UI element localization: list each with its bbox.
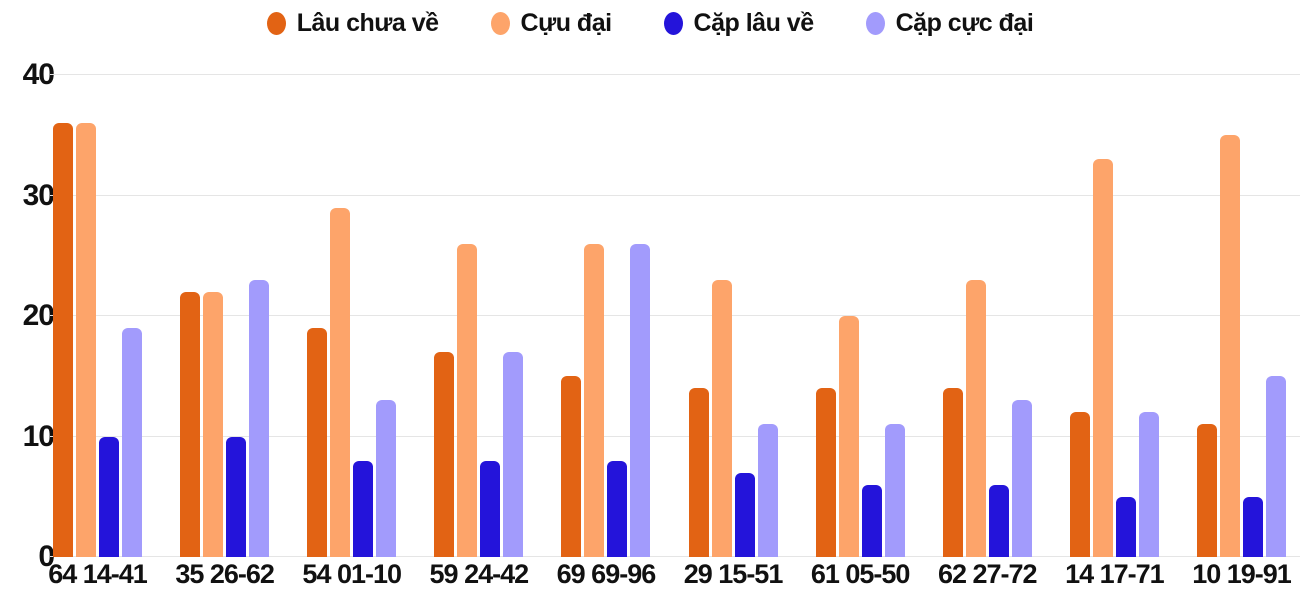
x-tick-label: 64 14-41 [48, 559, 148, 589]
legend-item-1[interactable]: Lâu chưa về [266, 8, 439, 38]
bar-group-54-01-10 [307, 75, 397, 557]
bar-cựu-đại [203, 291, 224, 557]
bar-cựu-đại [76, 123, 96, 557]
bar-group-35-26-62 [180, 75, 270, 557]
bar-cặp-lâu-về [607, 460, 628, 557]
x-tick-label: 10 19-91 [1192, 559, 1292, 589]
bar-lâu-chưa-về [942, 388, 963, 557]
bar-lâu-chưa-về [434, 352, 455, 557]
bar-cặp-lâu-về [480, 460, 501, 557]
gridline-10 [50, 435, 1300, 437]
bar-lâu-chưa-về [180, 291, 201, 557]
bar-lâu-chưa-về [53, 123, 73, 557]
bar-lâu-chưa-về [307, 328, 328, 557]
bar-cặp-cực-đại [630, 243, 651, 557]
bar-group-69-69-96 [561, 75, 651, 557]
bar-cựu-đại [711, 279, 732, 557]
x-tick-label: 54 01-10 [302, 559, 402, 589]
bar-lâu-chưa-về [688, 388, 709, 557]
legend-item-3[interactable]: Cặp lâu về [663, 8, 815, 38]
bar-cặp-cực-đại [503, 352, 524, 557]
x-tick-label: 35 26-62 [175, 559, 275, 589]
bar-group-10-19-91 [1196, 75, 1286, 557]
bar-groups [50, 75, 1300, 557]
bar-cặp-cực-đại [757, 424, 778, 557]
bar-cựu-đại [330, 207, 351, 557]
bar-lâu-chưa-về [561, 376, 582, 557]
bar-lâu-chưa-về [1069, 412, 1090, 557]
bar-group-61-05-50 [815, 75, 905, 557]
bar-cặp-cực-đại [249, 279, 270, 557]
plot-area [50, 74, 1300, 557]
chart-legend: Lâu chưa về Cựu đại Cặp lâu về Cặp cực đại [0, 6, 1300, 40]
legend-item-4[interactable]: Cặp cực đại [865, 8, 1034, 38]
bar-cựu-đại [1092, 159, 1113, 557]
x-tick-label: 61 05-50 [810, 559, 911, 589]
legend-dot-icon [865, 11, 885, 35]
legend-dot-icon [663, 11, 683, 35]
x-tick-label: 62 27-72 [937, 559, 1038, 589]
gridline-0 [50, 556, 1300, 557]
bar-cặp-cực-đại [1011, 400, 1032, 557]
y-axis-labels: 0 10 20 30 40 [0, 60, 58, 572]
bar-cựu-đại [457, 243, 478, 557]
x-tick-label: 59 24-42 [429, 559, 530, 589]
bar-cựu-đại [584, 243, 605, 557]
bar-cặp-cực-đại [1265, 376, 1286, 557]
bar-cặp-lâu-về [861, 484, 882, 557]
legend-label: Cặp lâu về [693, 8, 815, 37]
bar-cặp-lâu-về [1242, 496, 1263, 557]
x-tick-label: 69 69-96 [556, 559, 657, 589]
legend-item-2[interactable]: Cựu đại [490, 8, 613, 38]
bar-cựu-đại [965, 279, 986, 557]
y-tick-label-20: 20 [22, 299, 55, 332]
y-tick-label-0: 0 [38, 540, 55, 573]
legend-label: Cựu đại [520, 8, 613, 37]
legend-dot-icon [266, 11, 286, 35]
y-tick-label-30: 30 [22, 178, 55, 212]
x-tick-label: 29 15-51 [683, 559, 784, 589]
bar-group-29-15-51 [688, 75, 778, 557]
gridline-20 [50, 315, 1300, 316]
bar-group-64-14-41 [53, 75, 142, 557]
bar-cặp-lâu-về [353, 460, 374, 557]
bar-cặp-lâu-về [988, 484, 1009, 557]
bar-cặp-lâu-về [1115, 496, 1136, 557]
bar-cặp-lâu-về [226, 436, 247, 557]
gridline-30 [50, 194, 1300, 196]
bar-cặp-cực-đại [122, 328, 142, 557]
bar-group-62-27-72 [942, 75, 1032, 557]
y-tick-label-40: 40 [22, 58, 55, 91]
legend-label: Cặp cực đại [895, 8, 1034, 37]
bar-cựu-đại [838, 316, 859, 557]
bar-group-14-17-71 [1069, 75, 1159, 557]
bar-cựu-đại [1219, 135, 1240, 557]
bar-cặp-cực-đại [1138, 412, 1159, 557]
bar-cặp-cực-đại [376, 400, 397, 557]
bar-lâu-chưa-về [815, 388, 836, 557]
bar-cặp-lâu-về [99, 436, 119, 557]
x-axis-labels: 64 14-41 35 26-62 54 01-10 59 24-42 69 69-96… [48, 559, 1300, 600]
y-tick-label-10: 10 [22, 419, 55, 453]
legend-label: Lâu chưa về [296, 8, 439, 37]
x-tick-label: 14 17-71 [1065, 559, 1165, 589]
gridline-40 [50, 74, 1300, 75]
bar-group-59-24-42 [434, 75, 524, 557]
bar-cặp-cực-đại [884, 424, 905, 557]
bar-cặp-lâu-về [734, 472, 755, 557]
bar-lâu-chưa-về [1196, 424, 1217, 557]
legend-dot-icon [490, 11, 510, 35]
